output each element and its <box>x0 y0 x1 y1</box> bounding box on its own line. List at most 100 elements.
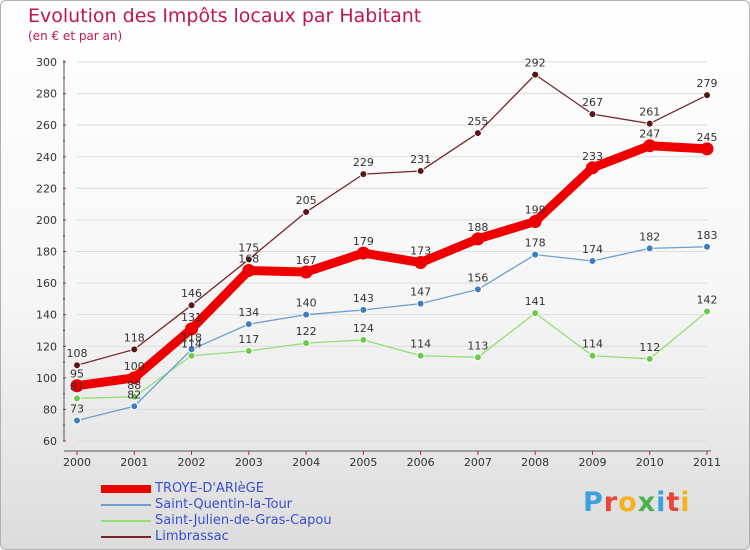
data-point-limbrassac <box>359 170 368 179</box>
data-point-saint-quentin-la-tour <box>244 320 253 329</box>
data-label-troye-d-ari-ge: 168 <box>238 252 259 265</box>
y-tick-label: 260 <box>36 119 57 132</box>
data-point-saint-quentin-la-tour <box>588 256 597 265</box>
data-point-troye-d-ari-ge <box>127 371 141 385</box>
y-tick-label: 200 <box>36 214 57 227</box>
data-point-saint-quentin-la-tour <box>703 242 711 251</box>
data-point-saint-quentin-la-tour <box>531 250 540 259</box>
data-label-saint-quentin-la-tour: 140 <box>296 297 317 310</box>
x-tick-label: 2004 <box>292 456 320 469</box>
x-tick-label: 2008 <box>521 456 549 469</box>
proxiti-logo: Proxiti <box>583 487 691 518</box>
data-label-saint-julien-de-gras-capou: 141 <box>525 295 546 308</box>
label-layer: 108 118 146 175 205 229 231 255 292 267 261 279 87 88… <box>67 57 718 416</box>
series-line-limbrassac <box>76 73 708 366</box>
data-label-limbrassac: 267 <box>582 96 603 109</box>
grid-layer <box>77 61 707 442</box>
data-point-troye-d-ari-ge <box>414 256 428 270</box>
y-tick-label: 160 <box>36 277 57 290</box>
data-label-saint-quentin-la-tour: 82 <box>127 388 141 401</box>
legend-item-troye: TROYE-D'ARIèGE <box>101 481 401 497</box>
y-tick-label: 300 <box>36 56 57 69</box>
data-label-troye-d-ari-ge: 188 <box>467 221 488 234</box>
x-tick-label: 2011 <box>693 456 721 469</box>
legend-swatch-troye <box>101 485 151 493</box>
data-point-limbrassac <box>473 129 482 138</box>
data-label-saint-quentin-la-tour: 182 <box>639 230 660 243</box>
data-point-saint-julien-de-gras-capou <box>645 354 654 363</box>
data-label-limbrassac: 229 <box>353 156 374 169</box>
legend-label-limbrassac: Limbrassac <box>155 529 229 544</box>
data-label-saint-julien-de-gras-capou: 87 <box>70 380 84 393</box>
y-tick-label: 120 <box>36 340 57 353</box>
data-point-troye-d-ari-ge <box>299 265 313 279</box>
data-label-limbrassac: 231 <box>410 153 431 166</box>
data-label-saint-julien-de-gras-capou: 88 <box>127 379 141 392</box>
data-label-limbrassac: 255 <box>467 115 488 128</box>
chart-subtitle: (en € et par an) <box>28 29 123 43</box>
data-point-troye-d-ari-ge <box>700 142 714 156</box>
data-label-saint-quentin-la-tour: 134 <box>238 306 259 319</box>
data-point-saint-julien-de-gras-capou <box>703 307 711 316</box>
data-point-troye-d-ari-ge <box>585 161 599 175</box>
data-point-limbrassac <box>703 91 711 100</box>
x-tick-label: 2005 <box>349 456 377 469</box>
series-layer <box>70 70 714 425</box>
data-label-troye-d-ari-ge: 199 <box>525 203 546 216</box>
legend-item-limbrassac: Limbrassac <box>101 529 401 545</box>
data-label-limbrassac: 118 <box>124 331 145 344</box>
data-point-limbrassac <box>416 166 425 175</box>
y-tick-label: 220 <box>36 182 57 195</box>
data-label-troye-d-ari-ge: 100 <box>124 360 145 373</box>
x-tick-label: 2009 <box>578 456 606 469</box>
logo-letter: P <box>583 487 604 518</box>
data-point-limbrassac <box>588 110 597 119</box>
data-label-limbrassac: 279 <box>697 77 718 90</box>
data-label-saint-quentin-la-tour: 143 <box>353 292 374 305</box>
data-label-limbrassac: 261 <box>639 106 660 119</box>
data-point-saint-quentin-la-tour <box>302 310 311 319</box>
x-tick-label: 2001 <box>120 456 148 469</box>
logo-letter: x <box>637 487 657 518</box>
data-label-limbrassac: 146 <box>181 287 202 300</box>
data-point-saint-quentin-la-tour <box>187 345 196 354</box>
data-label-saint-quentin-la-tour: 178 <box>525 237 546 250</box>
legend-label-troye: TROYE-D'ARIèGE <box>155 481 264 496</box>
data-label-saint-julien-de-gras-capou: 114 <box>410 338 431 351</box>
data-point-saint-julien-de-gras-capou <box>473 353 482 362</box>
data-label-saint-julien-de-gras-capou: 124 <box>353 322 374 335</box>
data-point-saint-quentin-la-tour <box>416 299 425 308</box>
data-label-saint-julien-de-gras-capou: 122 <box>296 325 317 338</box>
data-label-limbrassac: 205 <box>296 194 317 207</box>
data-point-saint-julien-de-gras-capou <box>416 351 425 360</box>
x-tick-label: 2007 <box>464 456 492 469</box>
data-label-saint-julien-de-gras-capou: 113 <box>467 339 488 352</box>
data-point-troye-d-ari-ge <box>70 379 84 393</box>
y-tick-label: 280 <box>36 88 57 101</box>
chart-title: Evolution des Impôts locaux par Habitant <box>28 5 422 27</box>
y-tick-label: 180 <box>36 246 57 259</box>
data-point-saint-quentin-la-tour <box>645 244 654 253</box>
legend: TROYE-D'ARIèGE Saint-Quentin-la-Tour Sai… <box>101 481 401 545</box>
legend-label-saint-julien: Saint-Julien-de-Gras-Capou <box>155 513 332 528</box>
data-point-troye-d-ari-ge <box>528 214 542 228</box>
data-point-troye-d-ari-ge <box>185 322 199 336</box>
y-tick-label: 80 <box>43 403 57 416</box>
data-label-troye-d-ari-ge: 167 <box>296 254 317 267</box>
data-label-saint-julien-de-gras-capou: 142 <box>697 294 718 307</box>
x-tick-label: 2000 <box>63 456 91 469</box>
data-label-saint-quentin-la-tour: 156 <box>467 271 488 284</box>
data-label-troye-d-ari-ge: 95 <box>70 368 84 381</box>
data-point-limbrassac <box>130 345 139 354</box>
x-tick-label: 2003 <box>235 456 263 469</box>
data-point-saint-quentin-la-tour <box>130 402 139 411</box>
data-point-troye-d-ari-ge <box>356 246 370 260</box>
x-tick-label: 2010 <box>636 456 664 469</box>
legend-item-saint-julien: Saint-Julien-de-Gras-Capou <box>101 513 401 529</box>
data-point-limbrassac <box>187 301 196 310</box>
logo-letter: o <box>618 487 638 518</box>
data-label-saint-quentin-la-tour: 73 <box>70 402 84 415</box>
data-label-saint-quentin-la-tour: 118 <box>181 331 202 344</box>
data-label-troye-d-ari-ge: 173 <box>410 245 431 258</box>
